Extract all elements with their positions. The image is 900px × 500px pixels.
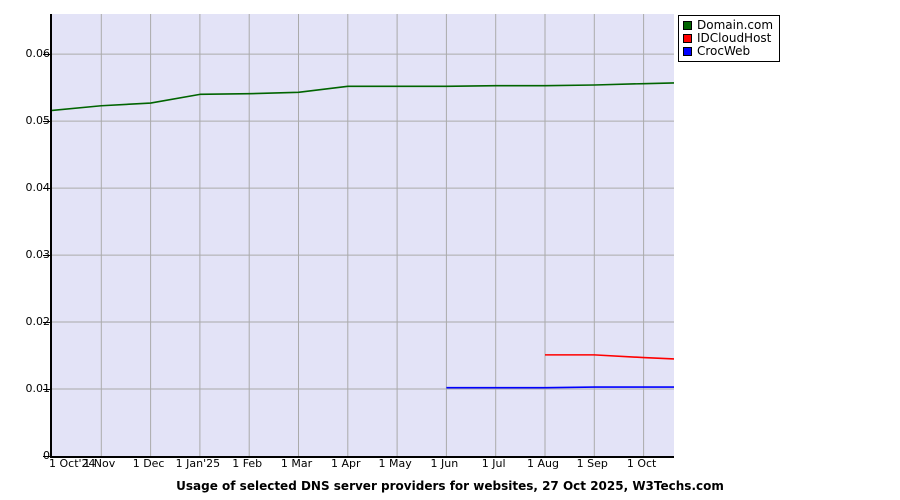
legend-item[interactable]: CrocWeb bbox=[683, 45, 773, 58]
series-line-crocweb bbox=[446, 386, 674, 389]
legend-swatch-icon bbox=[683, 47, 692, 56]
x-tick-label: 1 Feb bbox=[232, 457, 263, 470]
y-tick-mark bbox=[43, 389, 50, 391]
x-tick-label: 1 Oct bbox=[626, 457, 657, 470]
y-tick-label: 0.03 bbox=[25, 248, 51, 262]
x-tick-label: 1 Mar bbox=[280, 457, 313, 470]
x-tick-label: 1 Aug bbox=[527, 457, 559, 470]
y-tick-mark bbox=[43, 322, 50, 324]
y-tick-label: 0.05 bbox=[25, 114, 51, 128]
legend-item-label: Domain.com bbox=[697, 18, 774, 32]
y-tick-label: 0.02 bbox=[25, 315, 51, 329]
horizontal-gridlines bbox=[52, 53, 674, 390]
chart-caption: Usage of selected DNS server providers f… bbox=[176, 479, 724, 493]
y-tick-mark bbox=[43, 54, 50, 56]
x-tick-label: 1 Jan'25 bbox=[175, 457, 221, 470]
x-tick-label: 1 Oct'24 bbox=[49, 457, 96, 470]
y-tick-mark bbox=[43, 121, 50, 123]
legend-item-label: IDCloudHost bbox=[697, 31, 772, 45]
y-tick-label: 0.01 bbox=[25, 382, 51, 396]
legend-item[interactable]: Domain.com bbox=[683, 19, 773, 32]
y-tick-mark bbox=[43, 188, 50, 190]
series-line-idcloudhost bbox=[545, 354, 674, 360]
series-line-domain-com bbox=[52, 82, 674, 112]
plot-svg bbox=[52, 14, 674, 456]
x-tick-label: 1 Jul bbox=[481, 457, 506, 470]
vertical-gridlines bbox=[100, 14, 645, 456]
y-tick-label: 0.04 bbox=[25, 181, 51, 195]
y-tick-label: 0 bbox=[43, 449, 50, 462]
x-axis: 1 Oct'24 1 Nov 1 Dec 1 Jan'25 1 Feb 1 Mar 1 Ap… bbox=[0, 458, 900, 478]
x-tick-label: 1 Nov bbox=[83, 457, 116, 470]
plot-area bbox=[50, 14, 674, 458]
x-tick-label: 1 Apr bbox=[331, 457, 361, 470]
x-tick-label: 1 Jun bbox=[430, 457, 459, 470]
legend-item-label: CrocWeb bbox=[697, 44, 751, 58]
y-tick-mark bbox=[43, 255, 50, 257]
x-tick-label: 1 May bbox=[378, 457, 412, 470]
legend-swatch-icon bbox=[683, 34, 692, 43]
x-tick-label: 1 Dec bbox=[132, 457, 165, 470]
y-tick-label: 0.06 bbox=[25, 47, 51, 61]
y-tick-mark bbox=[43, 456, 50, 457]
chart-legend[interactable]: Domain.com IDCloudHost CrocWeb bbox=[678, 15, 781, 62]
x-tick-label: 1 Sep bbox=[576, 457, 608, 470]
legend-item[interactable]: IDCloudHost bbox=[683, 32, 773, 45]
y-axis: 0 0.01 0.02 0.03 0.04 0.05 0.06 bbox=[0, 0, 50, 500]
series-lines bbox=[52, 82, 674, 389]
legend-swatch-icon bbox=[683, 21, 692, 30]
